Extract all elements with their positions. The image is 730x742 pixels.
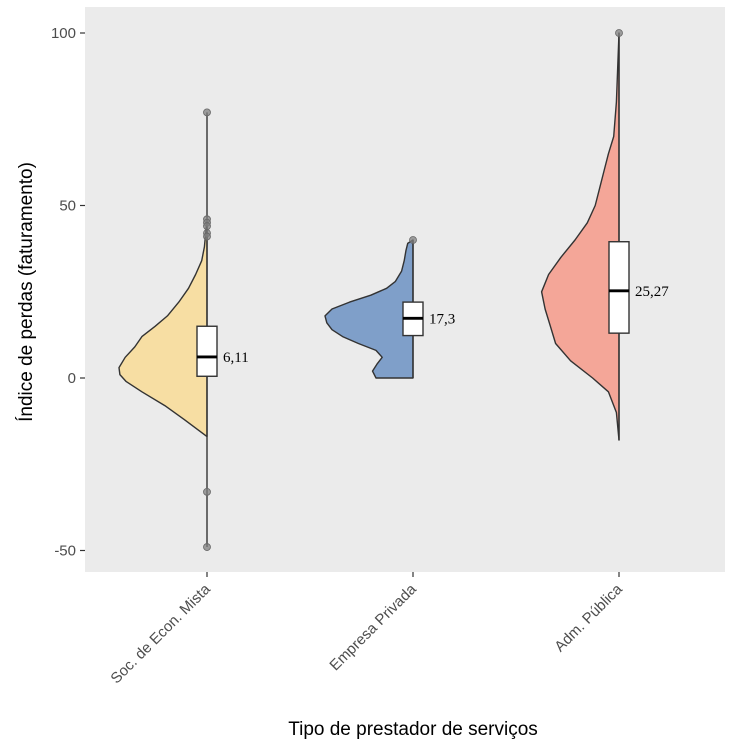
median-label: 6,11 (223, 350, 249, 366)
violin-shape (324, 239, 414, 379)
x-axis-title: Tipo de prestador de serviços (288, 719, 538, 740)
median-label: 25,27 (635, 284, 669, 300)
x-tick-label: Adm. Pública (551, 580, 626, 655)
outlier-point (409, 236, 417, 244)
outlier-point (203, 108, 211, 117)
outlier-point (615, 29, 623, 37)
x-tick-label: Soc. de Econ. Mista (107, 580, 214, 687)
y-tick-label: 100 (51, 25, 76, 42)
median-label: 17,3 (429, 311, 455, 327)
outlier-point (203, 222, 211, 231)
x-axis: Soc. de Econ. Mista Empresa Privada Adm. P… (107, 572, 626, 687)
outlier-point (203, 543, 211, 551)
box-iqr (608, 241, 630, 334)
outlier-point (203, 232, 211, 241)
outlier-point (203, 487, 211, 496)
y-tick-label: -50 (54, 543, 76, 560)
x-tick-label: Empresa Privada (326, 580, 420, 674)
violin-group: 6,11 (118, 108, 249, 551)
y-tick-label: 50 (59, 198, 76, 215)
y-tick-label: 0 (68, 370, 76, 387)
y-axis: -50 0 50 100 (51, 25, 85, 560)
y-axis-title: Índice de perdas (faturamento) (16, 162, 37, 422)
violin-shape (118, 218, 208, 438)
violin-layer: 6,11 17,3 25,27 (118, 29, 669, 551)
violin-group: 25,27 (540, 29, 669, 441)
violin-shape (540, 32, 620, 441)
box-iqr (196, 325, 218, 377)
violin-group: 17,3 (324, 236, 455, 379)
